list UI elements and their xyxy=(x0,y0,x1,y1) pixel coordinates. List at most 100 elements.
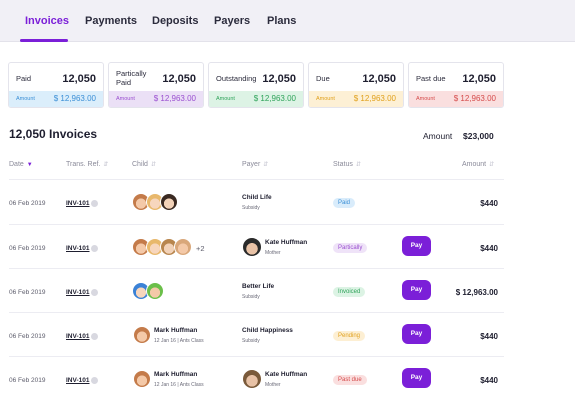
table-row[interactable]: 06 Feb 2019 INV-101 +2 Kate Huffman Moth… xyxy=(0,225,575,269)
payer-type: Mother xyxy=(265,382,281,388)
child-avatar[interactable] xyxy=(160,193,178,211)
card-count: 12,050 xyxy=(362,73,396,85)
payer-type: Mother xyxy=(265,250,281,256)
summary-card-paid[interactable]: Paid 12,050 Amount $ 12,963.00 xyxy=(8,62,104,108)
card-footer: Amount $ 12,963.00 xyxy=(309,91,403,107)
info-icon[interactable] xyxy=(91,377,98,384)
payer-name: Better Life xyxy=(242,283,275,290)
invoice-ref-link[interactable]: INV-101 xyxy=(66,245,90,252)
payer-type: Subsidy xyxy=(242,294,260,300)
invoice-ref-link[interactable]: INV-101 xyxy=(66,200,90,207)
payer-name: Child Life xyxy=(242,194,272,201)
card-footer: Amount $ 12,963.00 xyxy=(9,91,103,107)
payer-name: Kate Huffman xyxy=(265,371,308,378)
sort-icon[interactable]: ⇵ xyxy=(355,162,361,168)
column-label: Date xyxy=(9,161,24,168)
card-label: Due xyxy=(316,74,330,83)
table-row[interactable]: 06 Feb 2019 INV-101 Child Life Subsidy P… xyxy=(0,180,575,224)
sort-icon[interactable]: ⇵ xyxy=(150,162,156,168)
card-label: Paid xyxy=(16,74,32,83)
invoice-ref-link[interactable]: INV-101 xyxy=(66,377,90,384)
row-divider xyxy=(9,268,504,269)
summary-card-due[interactable]: Due 12,050 Amount $ 12,963.00 xyxy=(308,62,404,108)
child-details: 12 Jan 16 | Ants Class xyxy=(154,338,204,344)
table-row[interactable]: 06 Feb 2019 INV-101 Mark Huffman 12 Jan … xyxy=(0,357,575,401)
column-label: Amount xyxy=(462,161,487,168)
card-footer-label: Amount xyxy=(216,96,235,102)
summary-card-outstanding[interactable]: Outstanding 12,050 Amount $ 12,963.00 xyxy=(208,62,304,108)
invoice-ref-link[interactable]: INV-101 xyxy=(66,333,90,340)
status-badge: Paid xyxy=(333,198,356,208)
child-avatar[interactable] xyxy=(133,370,151,388)
column-label: Child xyxy=(132,161,148,168)
child-details: 12 Jan 16 | Ants Class xyxy=(154,382,204,388)
pay-button[interactable]: Pay xyxy=(402,280,431,300)
pay-button[interactable]: Pay xyxy=(402,368,431,388)
tab-payments[interactable]: Payments xyxy=(85,15,137,27)
payer-name: Kate Huffman xyxy=(265,239,308,246)
column-header-amount[interactable]: Amount ⇵ xyxy=(462,161,494,168)
card-footer: Amount $ 12,963.00 xyxy=(209,91,303,107)
card-footer-label: Amount xyxy=(16,96,35,102)
pay-button[interactable]: Pay xyxy=(402,236,431,256)
invoices-count-title: 12,050 Invoices xyxy=(9,127,98,141)
sort-icon[interactable]: ⇵ xyxy=(489,162,495,168)
row-divider xyxy=(9,179,504,180)
table-row[interactable]: 06 Feb 2019 INV-101 Mark Huffman 12 Jan … xyxy=(0,313,575,357)
card-label: Past due xyxy=(416,74,446,83)
column-header-ref[interactable]: Trans. Ref. ⇵ xyxy=(66,161,108,168)
row-amount: $440 xyxy=(480,376,498,385)
child-avatar[interactable] xyxy=(146,282,164,300)
column-label: Status xyxy=(333,161,353,168)
info-icon[interactable] xyxy=(91,245,98,252)
tab-plans[interactable]: Plans xyxy=(267,15,297,27)
child-name: Mark Huffman xyxy=(154,327,198,334)
row-date: 06 Feb 2019 xyxy=(9,245,46,252)
row-amount: $ 12,963.00 xyxy=(455,288,498,297)
total-amount-label: Amount xyxy=(423,131,453,141)
status-badge: Partically xyxy=(333,243,368,253)
row-amount: $440 xyxy=(480,199,498,208)
table-row[interactable]: 06 Feb 2019 INV-101 Better Life Subsidy … xyxy=(0,269,575,313)
info-icon[interactable] xyxy=(91,289,98,296)
card-footer-label: Amount xyxy=(116,96,135,102)
summary-card-partially-paid[interactable]: Partically Paid 12,050 Amount $ 12,963.0… xyxy=(108,62,204,108)
sort-icon[interactable]: ⇵ xyxy=(103,162,109,168)
card-amount: $ 12,963.00 xyxy=(153,94,196,103)
more-children-count[interactable]: +2 xyxy=(196,244,205,253)
card-amount: $ 12,963.00 xyxy=(53,94,96,103)
column-header-payer[interactable]: Payer ⇵ xyxy=(242,161,268,168)
card-label: Outstanding xyxy=(216,74,257,83)
summary-card-past-due[interactable]: Past due 12,050 Amount $ 12,963.00 xyxy=(408,62,504,108)
row-date: 06 Feb 2019 xyxy=(9,289,46,296)
tab-invoices[interactable]: Invoices xyxy=(25,15,70,27)
row-date: 06 Feb 2019 xyxy=(9,333,46,340)
child-avatar[interactable] xyxy=(133,326,151,344)
child-avatar[interactable] xyxy=(174,238,192,256)
row-divider xyxy=(9,312,504,313)
card-label: Partically Paid xyxy=(116,69,147,87)
card-count: 12,050 xyxy=(262,73,296,85)
child-name: Mark Huffman xyxy=(154,371,198,378)
payer-avatar xyxy=(242,237,262,257)
row-divider xyxy=(9,224,504,225)
column-header-status[interactable]: Status ⇵ xyxy=(333,161,361,168)
pay-button[interactable]: Pay xyxy=(402,324,431,344)
info-icon[interactable] xyxy=(91,200,98,207)
active-tab-indicator xyxy=(20,39,68,42)
column-header-child[interactable]: Child ⇵ xyxy=(132,161,156,168)
status-badge: Past due xyxy=(333,375,367,385)
total-amount-value: $23,000 xyxy=(463,131,494,141)
row-divider xyxy=(9,356,504,357)
info-icon[interactable] xyxy=(91,333,98,340)
payer-type: Subsidy xyxy=(242,338,260,344)
row-date: 06 Feb 2019 xyxy=(9,200,46,207)
row-amount: $440 xyxy=(480,244,498,253)
tab-payers[interactable]: Payers xyxy=(214,15,251,27)
row-amount: $440 xyxy=(480,332,498,341)
sort-descending-icon[interactable]: ▼ xyxy=(26,162,33,168)
tab-deposits[interactable]: Deposits xyxy=(152,15,199,27)
invoice-ref-link[interactable]: INV-101 xyxy=(66,289,90,296)
column-header-date[interactable]: Date ▼ xyxy=(9,161,33,168)
sort-icon[interactable]: ⇵ xyxy=(263,162,269,168)
